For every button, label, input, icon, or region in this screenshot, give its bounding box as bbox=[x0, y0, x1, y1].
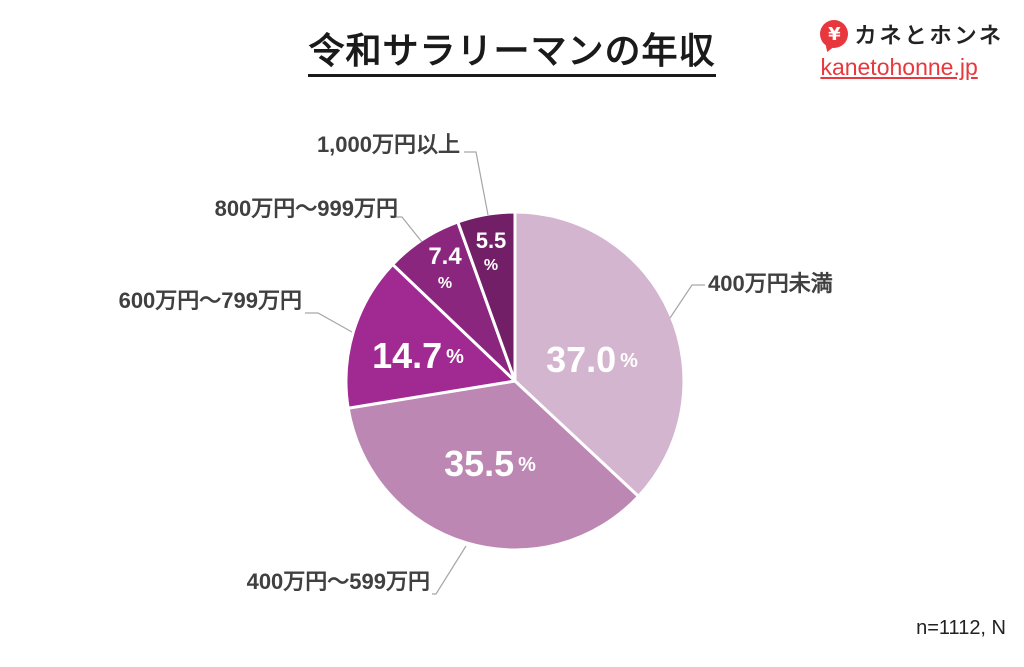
leader-line-2 bbox=[305, 312, 353, 333]
leader-line-1 bbox=[432, 545, 467, 595]
value-label-1: 35.5% bbox=[444, 443, 536, 484]
category-label-1: 400万円～599万円 bbox=[247, 569, 430, 594]
sample-size-note: n=1112, N bbox=[916, 617, 1006, 639]
category-label-2: 600万円～799万円 bbox=[119, 288, 302, 313]
chart-title: 令和サラリーマンの年収 bbox=[0, 22, 1024, 77]
pie-slice-0 bbox=[513, 210, 686, 498]
value-label-2: 14.7% bbox=[372, 335, 464, 376]
pie-slice-2 bbox=[344, 262, 517, 410]
leader-line-3 bbox=[394, 216, 423, 243]
category-label-4: 1,000万円以上 bbox=[317, 132, 460, 157]
yen-speech-bubble-icon: ¥ bbox=[820, 20, 849, 48]
value-label-4: 5.5% bbox=[476, 228, 507, 274]
leader-lines bbox=[305, 151, 705, 595]
category-label-3: 800万円～999万円 bbox=[215, 196, 398, 221]
value-label-0: 37.0% bbox=[546, 339, 638, 380]
leader-line-4 bbox=[464, 151, 489, 216]
leader-line-0 bbox=[669, 284, 705, 319]
category-label-0: 400万円未満 bbox=[708, 271, 833, 296]
brand-url-link[interactable]: kanetohonne.jp bbox=[820, 54, 978, 80]
pie-slices bbox=[344, 210, 686, 552]
brand-name: カネとホンネ bbox=[854, 24, 1004, 49]
brand-logo: ¥ カネとホンネ kanetohonne.jp bbox=[820, 18, 1004, 81]
pie-slice-4 bbox=[456, 210, 517, 383]
pie-slice-1 bbox=[346, 379, 640, 552]
value-label-3: 7.4% bbox=[428, 243, 462, 292]
